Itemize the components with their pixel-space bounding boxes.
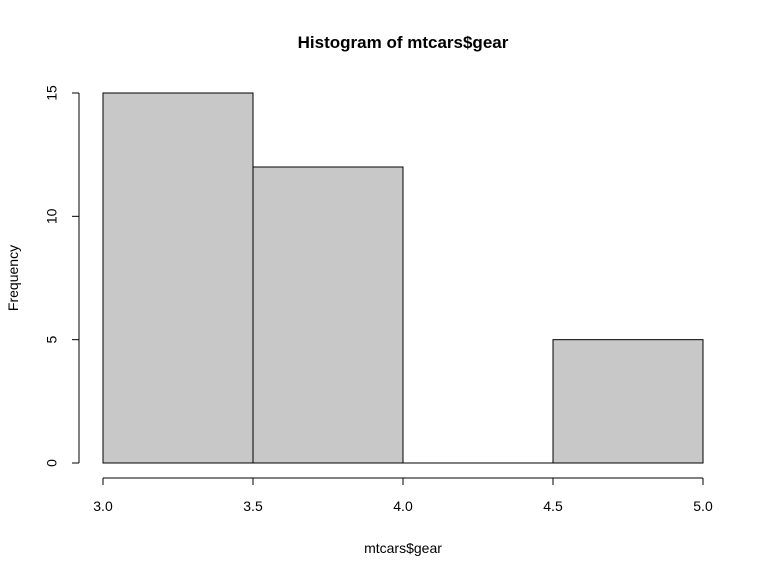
x-tick-label: 3.0 bbox=[93, 498, 113, 514]
histogram-bar bbox=[102, 92, 254, 464]
y-axis-label: Frequency bbox=[5, 245, 21, 311]
x-axis: 3.0 3.5 4.0 4.5 5.0 bbox=[93, 477, 713, 514]
chart-title: Histogram of mtcars$gear bbox=[298, 33, 509, 52]
x-tick-label: 4.0 bbox=[393, 498, 413, 514]
x-tick-label: 5.0 bbox=[693, 498, 713, 514]
x-tick-label: 3.5 bbox=[243, 498, 263, 514]
y-tick-label: 10 bbox=[44, 208, 60, 224]
histogram-bar bbox=[252, 166, 404, 464]
histogram-bar bbox=[552, 339, 704, 464]
y-tick-label: 15 bbox=[44, 85, 60, 101]
y-tick-label: 0 bbox=[44, 459, 60, 467]
x-axis-label: mtcars$gear bbox=[364, 540, 442, 556]
y-axis: 0 5 10 15 bbox=[44, 85, 80, 467]
bars-group bbox=[102, 92, 704, 464]
x-tick-label: 4.5 bbox=[543, 498, 563, 514]
y-tick-label: 5 bbox=[44, 336, 60, 344]
